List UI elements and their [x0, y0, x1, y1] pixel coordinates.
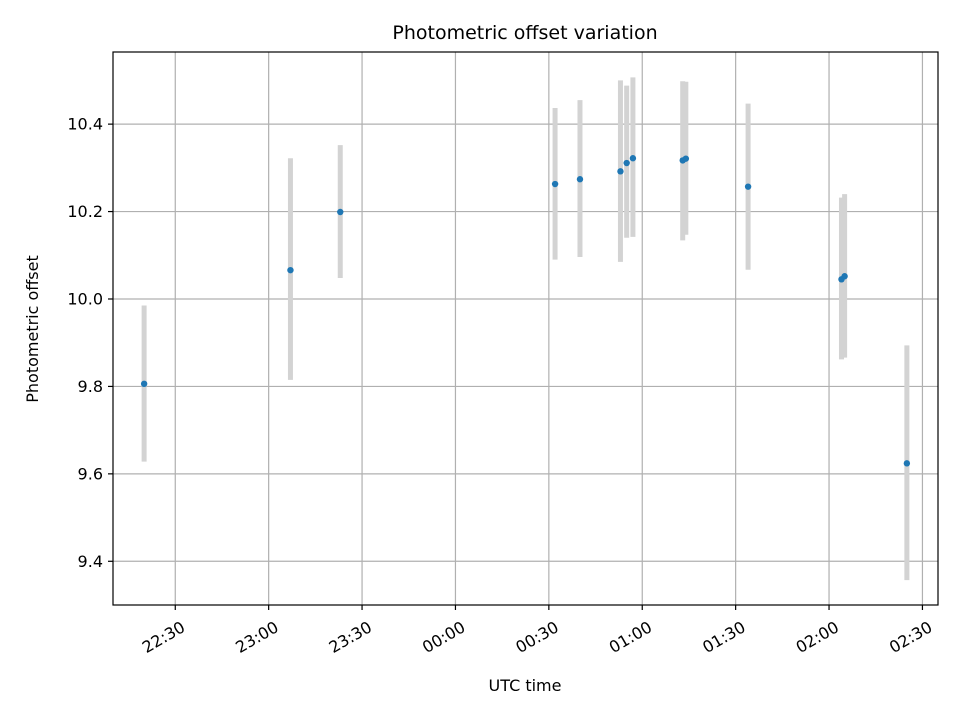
x-tick-label: 01:00	[606, 617, 655, 657]
y-tick-label: 10.2	[67, 202, 103, 221]
y-tick-label: 10.0	[67, 289, 103, 308]
x-axis-ticks: 22:30 23:00 23:30 00:00 00:30 01:00 01:30 02:00…	[139, 605, 935, 657]
data-point	[623, 159, 630, 167]
data-point	[841, 273, 848, 280]
chart-title: Photometric offset variation	[392, 22, 657, 44]
plot-frame	[112, 51, 939, 606]
data-point	[617, 168, 624, 175]
grid	[113, 52, 938, 605]
x-tick-label: 22:30	[139, 617, 188, 657]
y-tick-label: 9.4	[78, 552, 103, 571]
data-point	[903, 460, 911, 467]
x-axis-title: UTC time	[489, 676, 562, 695]
data-point	[337, 208, 344, 216]
x-tick-label: 23:00	[232, 617, 281, 657]
y-axis-ticks: 9.4 9.6 9.8 10.0 10.2 10.4	[67, 115, 113, 571]
data-point	[140, 380, 148, 387]
x-tick-label: 00:30	[512, 617, 561, 657]
y-axis-title: Photometric offset	[23, 255, 42, 403]
x-tick-label: 23:30	[326, 617, 375, 657]
data-point	[629, 155, 637, 162]
x-tick-label: 02:30	[886, 617, 935, 657]
x-tick-label: 01:30	[699, 617, 748, 657]
x-tick-label: 02:00	[793, 617, 842, 657]
data-point	[287, 266, 294, 274]
y-tick-label: 10.4	[67, 115, 103, 134]
y-tick-label: 9.6	[78, 464, 103, 483]
data-points	[140, 155, 911, 467]
x-tick-label: 00:00	[419, 617, 468, 657]
data-point	[576, 176, 584, 183]
error-bars	[141, 77, 910, 581]
y-tick-label: 9.8	[78, 377, 103, 396]
data-point	[551, 180, 559, 188]
data-point	[682, 155, 690, 162]
data-point	[744, 183, 752, 190]
